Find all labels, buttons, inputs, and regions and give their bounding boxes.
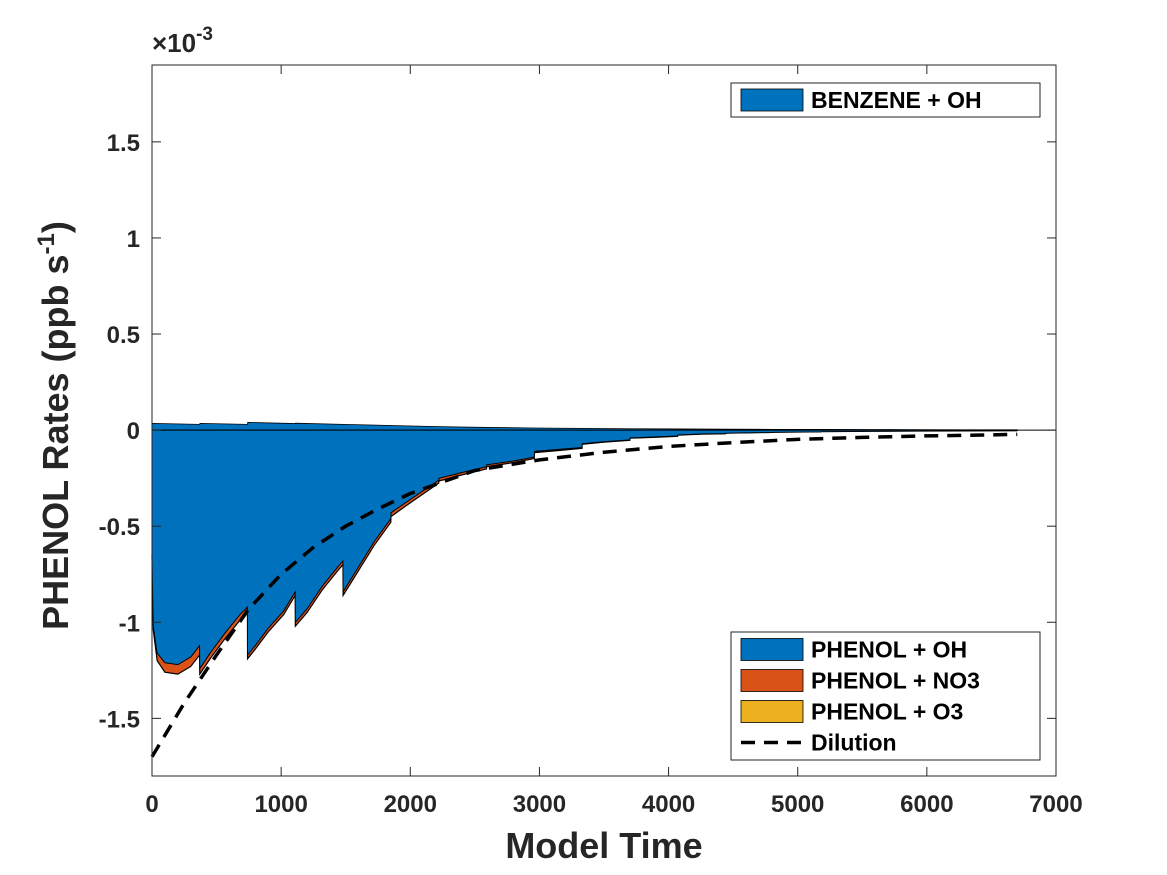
legend-label-phenol-oh: PHENOL + OH xyxy=(811,637,967,663)
y-axis-label-superscript: -1 xyxy=(33,233,60,254)
legend-swatch-phenol-o3 xyxy=(740,700,804,723)
x-tick-label: 3000 xyxy=(513,791,566,818)
y-tick-label: -1.5 xyxy=(99,706,140,733)
legend-label-phenol-o3: PHENOL + O3 xyxy=(811,699,963,725)
legend-bottom: PHENOL + OH PHENOL + NO3 PHENOL + O3 Diluti… xyxy=(730,631,1041,761)
legend-label-phenol-no3: PHENOL + NO3 xyxy=(811,668,980,694)
legend-swatch-phenol-oh xyxy=(740,638,804,661)
plot-frame xyxy=(151,64,1057,777)
y-axis-multiplier-exponent: -3 xyxy=(196,24,213,45)
y-tick-label: 0.5 xyxy=(107,322,140,349)
legend-label-benzene-oh: BENZENE + OH xyxy=(811,87,982,113)
legend-label-dilution: Dilution xyxy=(811,730,897,756)
legend-swatch-phenol-no3 xyxy=(740,669,804,692)
x-axis-label: Model Time xyxy=(505,825,702,866)
y-tick-label: 0 xyxy=(127,418,140,445)
tick-layer: 0 1000 2000 3000 4000 5000 6000 7000 -1.5 -1 -0.5 0… xyxy=(99,65,1083,818)
legend-top: BENZENE + OH xyxy=(730,82,1041,118)
line-layer xyxy=(150,432,1018,758)
y-axis-multiplier: ×10-3 xyxy=(152,24,213,58)
y-axis-label-close: ) xyxy=(35,221,76,233)
legend-swatch-benzene-oh xyxy=(740,88,804,112)
x-tick-label: 4000 xyxy=(642,791,695,818)
y-axis-multiplier-base: ×10 xyxy=(152,28,196,58)
x-tick-label: 1000 xyxy=(254,791,307,818)
y-axis-label: PHENOL Rates (ppb s-1) xyxy=(33,221,76,630)
y-tick-label: 1.5 xyxy=(107,130,140,157)
y-tick-label: -0.5 xyxy=(99,514,140,541)
y-tick-label: 1 xyxy=(127,226,140,253)
x-tick-label: 2000 xyxy=(384,791,437,818)
x-tick-label: 6000 xyxy=(900,791,953,818)
x-tick-label: 5000 xyxy=(771,791,824,818)
x-tick-label: 7000 xyxy=(1029,791,1082,818)
y-axis-label-main: PHENOL Rates (ppb s xyxy=(35,254,76,629)
y-tick-label: -1 xyxy=(119,610,140,637)
x-tick-label: 0 xyxy=(145,791,158,818)
line-dilution xyxy=(150,432,1018,758)
